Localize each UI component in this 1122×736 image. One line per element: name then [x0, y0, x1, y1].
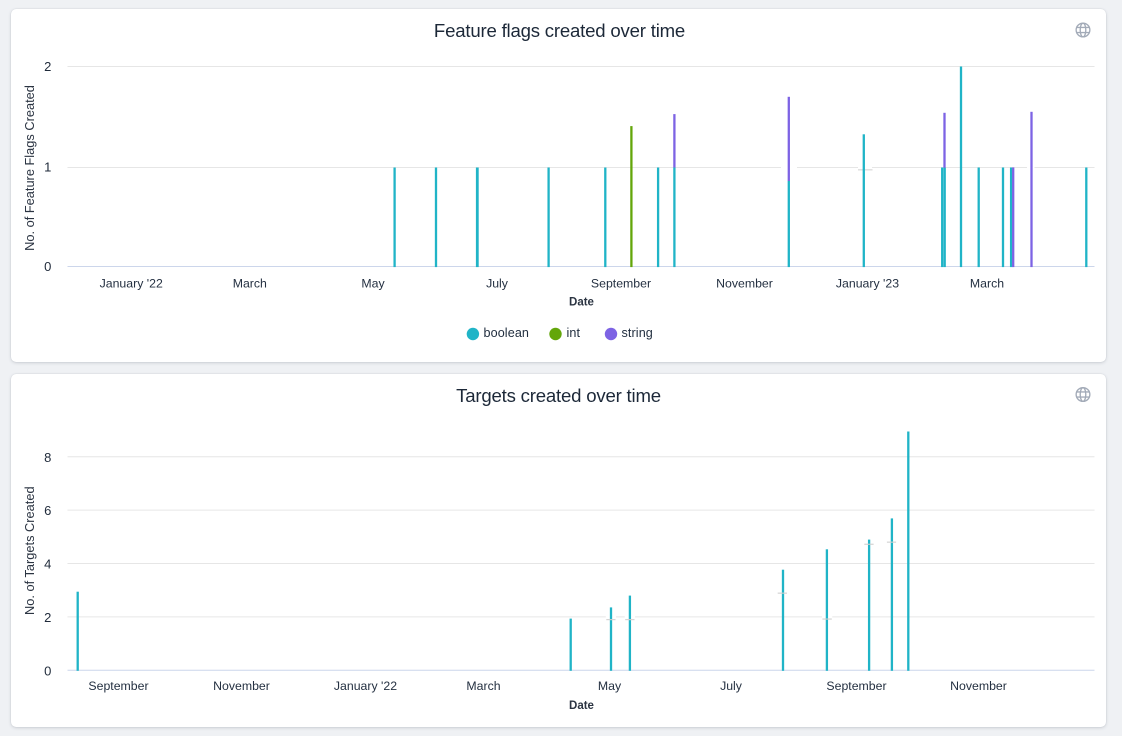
svg-text:September: September [826, 679, 886, 693]
svg-text:No. of Targets Created: No. of Targets Created [22, 486, 37, 615]
svg-text:January '23: January '23 [836, 276, 899, 290]
svg-text:boolean: boolean [484, 326, 530, 340]
svg-text:0: 0 [44, 663, 51, 678]
svg-text:No. of Feature Flags Created: No. of Feature Flags Created [22, 85, 37, 251]
svg-text:March: March [970, 276, 1004, 290]
svg-text:Targets created over time: Targets created over time [456, 385, 661, 406]
svg-text:March: March [466, 679, 500, 693]
svg-text:November: November [716, 276, 773, 290]
svg-text:September: September [88, 679, 148, 693]
svg-text:November: November [950, 679, 1007, 693]
svg-text:int: int [567, 326, 581, 340]
svg-text:May: May [361, 276, 385, 290]
svg-text:Feature flags created over tim: Feature flags created over time [434, 20, 685, 41]
svg-text:2: 2 [44, 59, 51, 74]
svg-text:May: May [598, 679, 622, 693]
svg-text:4: 4 [44, 556, 51, 571]
svg-text:July: July [720, 679, 743, 693]
svg-text:1: 1 [44, 159, 51, 174]
svg-text:January '22: January '22 [334, 679, 397, 693]
svg-text:6: 6 [44, 503, 51, 518]
svg-text:July: July [486, 276, 509, 290]
svg-text:string: string [622, 326, 653, 340]
svg-text:0: 0 [44, 259, 51, 274]
svg-text:November: November [213, 679, 270, 693]
svg-text:September: September [591, 276, 651, 290]
svg-text:2: 2 [44, 610, 51, 625]
svg-text:Date: Date [569, 296, 594, 308]
svg-text:8: 8 [44, 449, 51, 464]
svg-text:Date: Date [569, 700, 594, 712]
svg-text:March: March [233, 276, 267, 290]
svg-text:January '22: January '22 [100, 276, 163, 290]
